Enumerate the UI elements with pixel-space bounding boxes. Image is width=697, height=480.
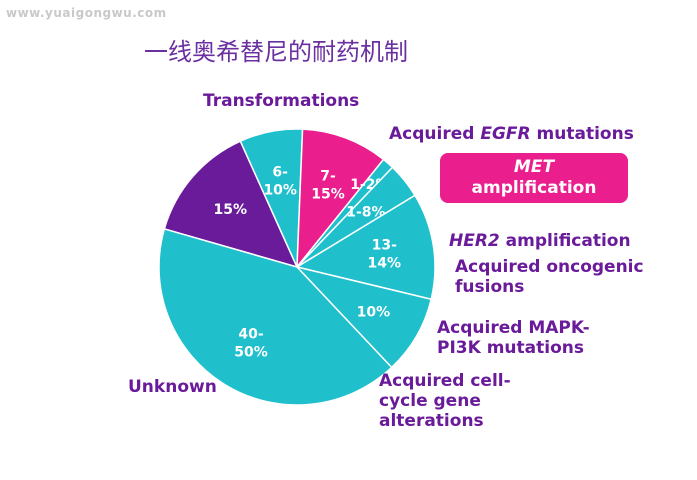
label-cellcycle-line1: Acquired cell- xyxy=(379,371,511,391)
pie-slice-label-unknown: 40-50% xyxy=(234,326,268,360)
pie-slice-acquired-cell-cycle-gene-alterations xyxy=(294,265,433,369)
label-cellcycle: Acquired cell- cycle gene alterations xyxy=(379,371,511,431)
pie-slice-transformations xyxy=(163,140,299,269)
pie-slice-label-transformations: 15% xyxy=(213,202,247,218)
met-gene-label: MET xyxy=(513,157,555,177)
label-egfr-pre: Acquired xyxy=(389,124,481,144)
page-title: 一线奥希替尼的耐药机制 xyxy=(144,38,408,66)
label-transformations: Transformations xyxy=(203,91,360,111)
label-mapk-line2: PI3K mutations xyxy=(437,338,584,358)
label-fusions-line2: fusions xyxy=(455,277,525,297)
pie-slice-label-acquired-mapk-pi3k-mutations: 13-14% xyxy=(368,237,402,271)
pie-slice-met-amplification xyxy=(296,128,385,270)
watermark: www.yuaigongwu.com xyxy=(6,6,167,20)
pie-slice-label-met-amplification: 7-15% xyxy=(311,168,345,202)
label-her2-gene: HER2 xyxy=(449,231,500,251)
label-mapk: Acquired MAPK- PI3K mutations xyxy=(437,318,590,358)
pie-slice-label-acquired-oncogenic-fusions: 1-8% xyxy=(346,205,385,221)
label-egfr: Acquired EGFR mutations xyxy=(389,124,634,144)
pie-slice-unknown xyxy=(158,228,393,406)
met-amplification-box: MET amplification xyxy=(440,153,628,203)
pie-slice-label-acquired-cell-cycle-gene-alterations: 10% xyxy=(357,304,391,320)
label-unknown: Unknown xyxy=(128,377,217,397)
met-amplification-label: amplification xyxy=(471,178,597,198)
label-her2-post: amplification xyxy=(499,231,631,251)
pie-slice-label-acquired-egfr-mutations: 6-10% xyxy=(263,164,297,198)
label-mapk-line1: Acquired MAPK- xyxy=(437,318,590,338)
label-egfr-gene: EGFR xyxy=(480,124,531,144)
label-her2: HER2 amplification xyxy=(449,231,631,251)
label-cellcycle-line2: cycle gene xyxy=(379,391,481,411)
label-fusions-line1: Acquired oncogenic xyxy=(455,257,644,277)
label-egfr-post: mutations xyxy=(530,124,634,144)
label-fusions: Acquired oncogenic fusions xyxy=(455,257,644,297)
pie-slice-acquired-mapk-pi3k-mutations xyxy=(295,194,436,301)
label-cellcycle-line3: alterations xyxy=(379,411,484,431)
